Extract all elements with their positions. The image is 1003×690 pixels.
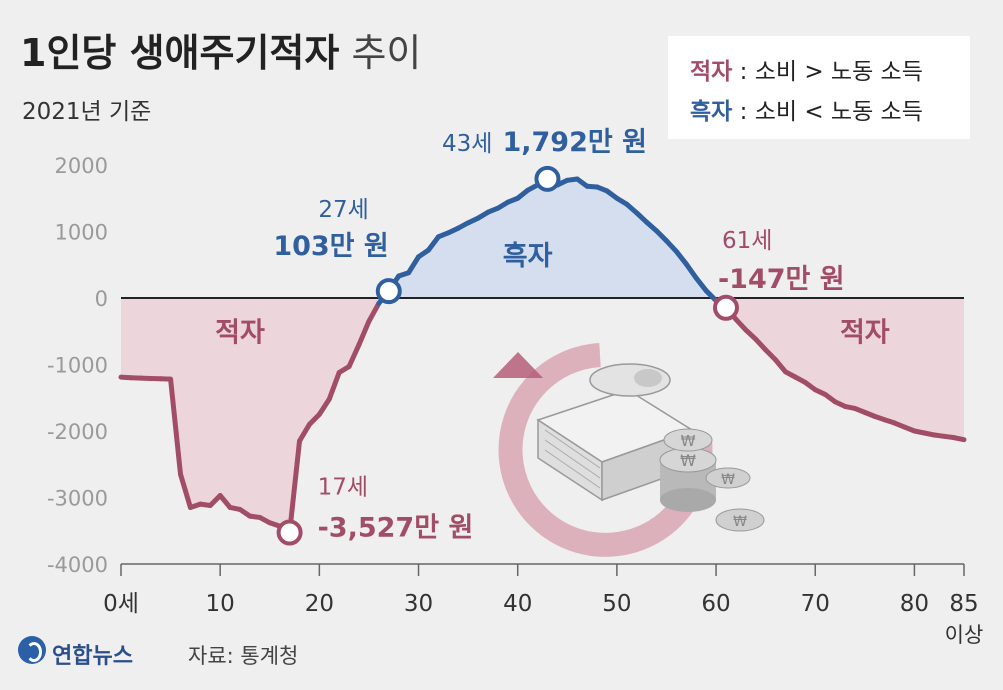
y-tick-label: -4000 (47, 553, 108, 577)
y-tick-label: -3000 (47, 487, 108, 511)
svg-text:₩: ₩ (681, 432, 696, 450)
series-line-segment (425, 234, 441, 253)
series-line-segment (356, 318, 372, 348)
svg-text:₩: ₩ (721, 472, 735, 488)
legend-surplus-key: 흑자 (690, 99, 733, 125)
series-line-segment (951, 435, 967, 443)
series-line-segment (683, 261, 699, 281)
legend-deficit-key: 적자 (690, 59, 733, 85)
money-illustration: ₩ ₩ ₩ ₩ (493, 343, 765, 557)
annotation-value: -3,527만 원 (318, 513, 474, 544)
series-line-segment (316, 396, 332, 417)
annotation-age: 17세 (318, 475, 368, 501)
coin-stack-icon: ₩ ₩ ₩ ₩ (659, 428, 765, 532)
annotation-age: 61세 (722, 228, 772, 254)
x-tick-label: 85 (949, 591, 978, 617)
x-tick-label: 10 (206, 591, 235, 617)
svg-text:₩: ₩ (680, 451, 696, 470)
x-tick-label: 40 (503, 591, 532, 617)
series-line-segment (693, 275, 709, 294)
region-label: 적자 (840, 317, 890, 348)
series-line-segment (217, 493, 233, 510)
series-line-segment (297, 421, 312, 444)
chart-title: 1인당 생애주기적자 추이 (20, 22, 421, 77)
deficit-area (121, 297, 964, 533)
area-layer (121, 178, 964, 533)
annotation-value: 103만 원 (273, 231, 388, 262)
series-line-segment (366, 300, 382, 324)
legend-surplus-text: : 소비 < 노동 소득 (732, 99, 923, 125)
series-line-segment (406, 254, 422, 276)
x-tick-sublabel: 이상 (945, 623, 984, 647)
region-label: 적자 (215, 317, 265, 348)
x-tick-label: 20 (305, 591, 334, 617)
x-tick-label: 80 (900, 591, 929, 617)
title-bold: 1인당 생애주기적자 (20, 31, 340, 75)
y-tick-label: -2000 (47, 420, 108, 444)
x-tick-label: 0세 (103, 591, 139, 617)
series-line-segment (673, 248, 689, 267)
annotation-value: -147만 원 (718, 264, 845, 295)
series-line-segment (178, 471, 193, 510)
point-marker (534, 165, 561, 192)
annotation-age: 27세 (318, 197, 368, 223)
point-marker (276, 519, 303, 546)
x-tick-label: 30 (404, 591, 433, 617)
annotation-value: 1,792만 원 (502, 127, 646, 158)
legend-box: 적자 : 소비 > 노동 소득 흑자 : 소비 < 노동 소득 (668, 36, 970, 139)
legend-surplus: 흑자 : 소비 < 노동 소득 (690, 92, 923, 126)
point-marker (375, 278, 402, 305)
chart-subtitle: 2021년 기준 (22, 99, 152, 125)
line-layer (118, 176, 967, 536)
y-tick-label: 2000 (55, 154, 108, 178)
footer-source: 자료: 통계청 (188, 644, 299, 668)
title-light: 추이 (351, 31, 422, 75)
footer-brand: 연합뉴스 (52, 644, 133, 669)
svg-text:₩: ₩ (733, 514, 747, 530)
axis-layer: 2000 1000 0 -1000 -2000 -3000 -4000 0세 10 20 30 40 5… (47, 154, 983, 647)
legend-deficit-text: : 소비 > 노동 소득 (732, 59, 923, 85)
x-tick-label: 60 (701, 591, 730, 617)
x-tick-label: 50 (602, 591, 631, 617)
series-line-segment (326, 369, 342, 402)
arrowhead-icon (493, 352, 543, 378)
region-label: 흑자 (503, 241, 553, 272)
series-line-segment (168, 376, 184, 477)
annotation-age: 43세 (442, 131, 492, 157)
yonhap-logo-icon (18, 636, 46, 664)
legend-deficit: 적자 : 소비 > 노동 소득 (690, 52, 923, 86)
point-marker (712, 294, 739, 321)
series-line-segment (287, 438, 303, 536)
y-tick-label: 1000 (55, 221, 108, 245)
y-tick-label: 0 (95, 287, 108, 311)
series-line-segment (773, 357, 788, 375)
y-tick-label: -1000 (47, 354, 108, 378)
x-tick-label: 70 (801, 591, 830, 617)
banknote-stack-icon (536, 363, 694, 502)
series-line-segment (346, 342, 362, 369)
